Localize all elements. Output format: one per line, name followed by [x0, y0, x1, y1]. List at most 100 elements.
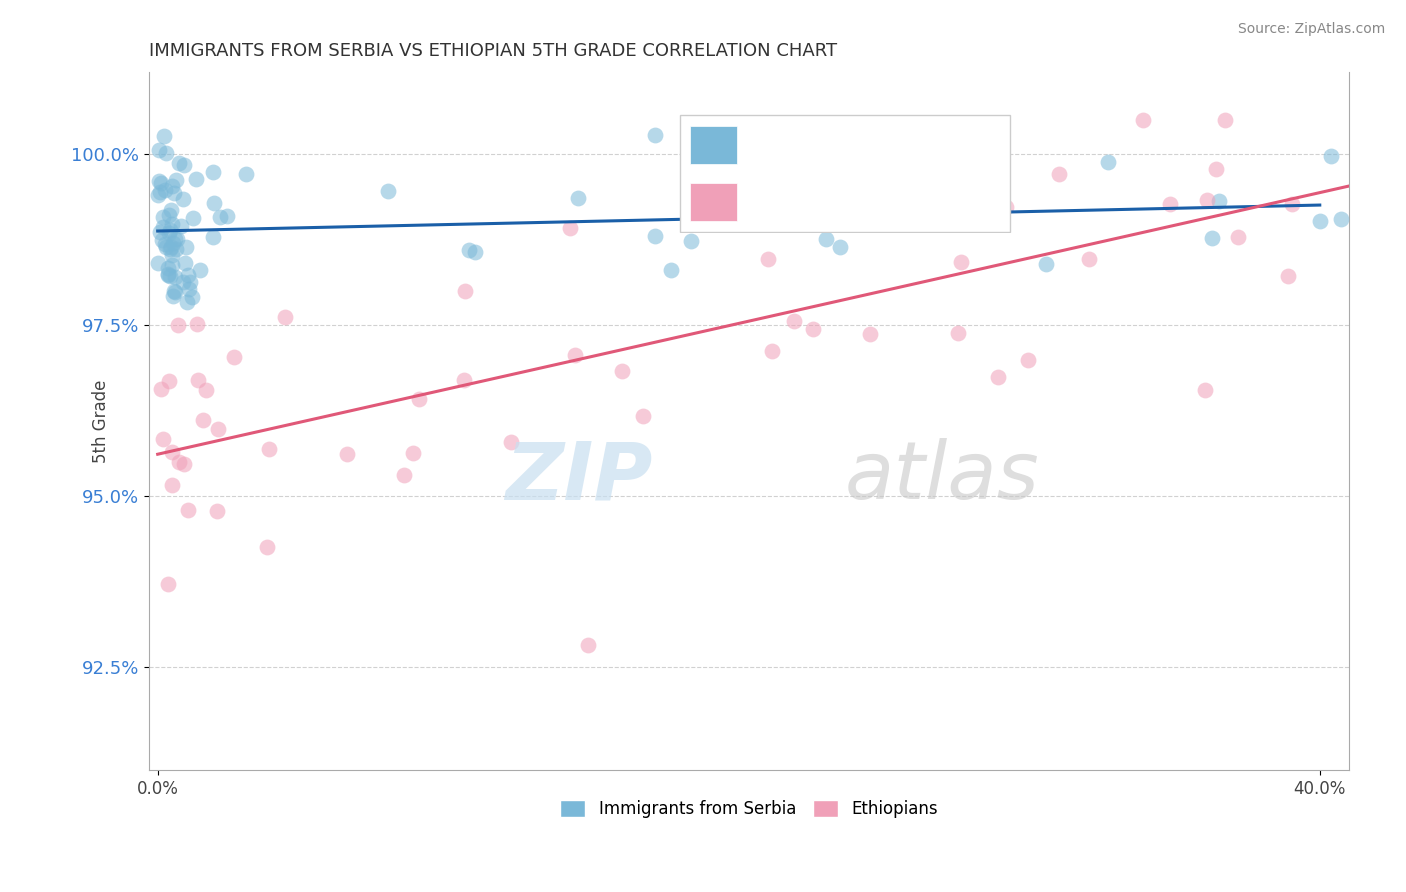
- Point: [612, 364, 634, 378]
- Point: [163, 186, 186, 200]
- Point: [181, 211, 204, 225]
- Point: [224, 350, 246, 364]
- Point: [150, 176, 173, 190]
- Point: [162, 289, 184, 303]
- Point: [1132, 113, 1154, 128]
- Point: [681, 234, 703, 248]
- Point: [408, 392, 430, 406]
- Point: [163, 270, 186, 285]
- Point: [207, 422, 229, 436]
- Point: [644, 228, 666, 243]
- Point: [170, 219, 193, 234]
- Point: [987, 370, 1010, 384]
- Point: [186, 317, 208, 331]
- Point: [162, 478, 184, 492]
- Point: [160, 444, 183, 458]
- Point: [156, 576, 179, 591]
- Point: [217, 209, 239, 223]
- Point: [174, 256, 197, 270]
- Point: [949, 255, 972, 269]
- Point: [454, 285, 477, 299]
- Point: [160, 179, 183, 194]
- Point: [162, 218, 184, 232]
- Point: [1367, 161, 1389, 175]
- Text: atlas: atlas: [845, 438, 1039, 516]
- Point: [153, 236, 176, 251]
- Point: [1195, 193, 1218, 207]
- Point: [1201, 231, 1223, 245]
- Point: [1213, 113, 1236, 128]
- Point: [1047, 167, 1070, 181]
- Point: [202, 165, 225, 179]
- Point: [1097, 155, 1119, 169]
- Point: [166, 232, 188, 246]
- Point: [148, 256, 170, 270]
- Point: [172, 275, 194, 289]
- Point: [152, 432, 174, 446]
- Point: [165, 242, 187, 256]
- Point: [336, 447, 359, 461]
- Point: [1281, 196, 1303, 211]
- Point: [160, 258, 183, 272]
- Point: [932, 206, 955, 220]
- Point: [188, 263, 211, 277]
- Point: [163, 232, 186, 246]
- Point: [177, 502, 200, 516]
- Point: [256, 540, 278, 554]
- Point: [160, 240, 183, 254]
- Point: [783, 314, 806, 328]
- Point: [167, 156, 190, 170]
- Point: [148, 174, 170, 188]
- Point: [830, 240, 852, 254]
- Text: ZIP: ZIP: [506, 438, 652, 516]
- Point: [201, 230, 224, 244]
- Point: [166, 318, 188, 333]
- Point: [193, 412, 215, 426]
- Point: [1226, 229, 1249, 244]
- Point: [858, 326, 880, 341]
- Point: [173, 457, 195, 471]
- Point: [801, 322, 824, 336]
- Point: [401, 446, 423, 460]
- Point: [761, 344, 783, 359]
- Point: [187, 373, 209, 387]
- Point: [814, 232, 837, 246]
- Point: [162, 236, 184, 251]
- Point: [148, 225, 170, 239]
- Point: [659, 263, 682, 277]
- Point: [1194, 383, 1216, 397]
- Point: [1384, 120, 1406, 135]
- Point: [806, 155, 828, 169]
- Point: [499, 435, 522, 450]
- Point: [377, 184, 399, 198]
- Point: [176, 268, 198, 282]
- Legend: Immigrants from Serbia, Ethiopians: Immigrants from Serbia, Ethiopians: [554, 793, 945, 824]
- Point: [257, 442, 280, 457]
- Point: [163, 285, 186, 299]
- Point: [150, 233, 173, 247]
- Point: [173, 158, 195, 172]
- Point: [177, 282, 200, 296]
- Point: [1159, 197, 1181, 211]
- Point: [464, 244, 486, 259]
- Point: [157, 208, 180, 222]
- Point: [157, 374, 180, 388]
- Point: [631, 409, 654, 424]
- Text: Source: ZipAtlas.com: Source: ZipAtlas.com: [1237, 22, 1385, 37]
- Point: [195, 383, 218, 397]
- Point: [159, 268, 181, 283]
- Point: [1320, 149, 1343, 163]
- Point: [176, 295, 198, 310]
- Point: [172, 192, 194, 206]
- Point: [208, 211, 231, 225]
- Text: 5th Grade: 5th Grade: [91, 379, 110, 463]
- Point: [180, 290, 202, 304]
- Point: [163, 285, 186, 300]
- Point: [948, 326, 970, 340]
- Point: [159, 223, 181, 237]
- Point: [165, 173, 187, 187]
- Point: [205, 504, 228, 518]
- Point: [152, 211, 174, 225]
- Point: [274, 310, 297, 324]
- Text: IMMIGRANTS FROM SERBIA VS ETHIOPIAN 5TH GRADE CORRELATION CHART: IMMIGRANTS FROM SERBIA VS ETHIOPIAN 5TH …: [149, 42, 837, 60]
